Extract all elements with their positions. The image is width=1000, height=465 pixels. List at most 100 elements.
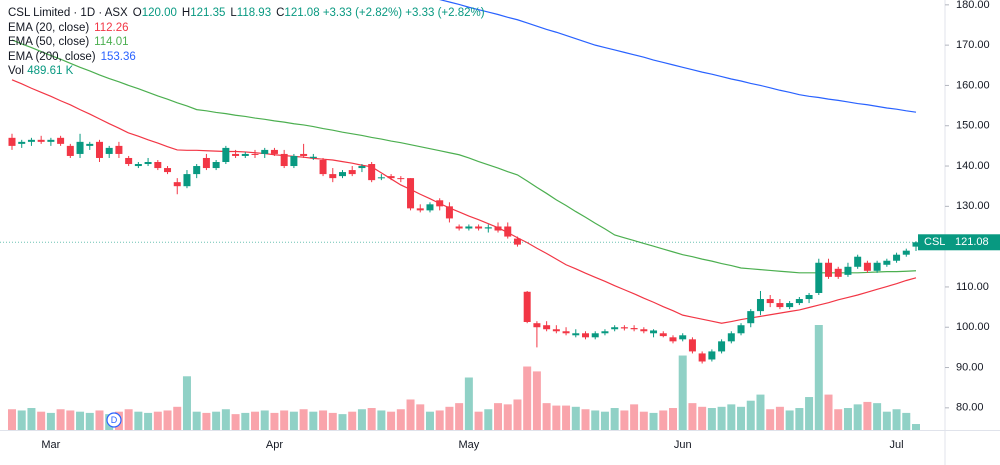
x-tick-label: Mar bbox=[41, 439, 60, 451]
ohlc-value: 120.00 bbox=[141, 7, 177, 19]
y-tick-label: 80.00 bbox=[956, 402, 984, 414]
y-tick-label: 130.00 bbox=[956, 200, 990, 212]
candle-layer bbox=[8, 133, 920, 364]
ema-line bbox=[439, 0, 917, 113]
volume-bar bbox=[552, 405, 561, 430]
candle-body bbox=[329, 174, 337, 179]
volume-bar bbox=[319, 410, 328, 430]
candle-body bbox=[484, 227, 492, 229]
y-tick-label: 180.00 bbox=[956, 0, 990, 11]
candle-body bbox=[348, 170, 356, 175]
volume-bar bbox=[824, 394, 833, 430]
volume-bar bbox=[882, 411, 891, 430]
volume-bar bbox=[17, 410, 26, 430]
candle-body bbox=[47, 139, 55, 142]
candle-body bbox=[688, 339, 696, 352]
volume-bar bbox=[367, 408, 376, 430]
volume-bar bbox=[756, 394, 765, 430]
candle-body bbox=[650, 330, 658, 334]
candle-body bbox=[154, 162, 162, 169]
svg-text:D: D bbox=[111, 415, 118, 425]
candle-body bbox=[727, 333, 735, 342]
candle-body bbox=[504, 226, 512, 237]
candle-body bbox=[261, 149, 269, 154]
volume-bar bbox=[737, 406, 746, 430]
candle-body bbox=[270, 149, 278, 154]
ema-name: EMA (200, close) bbox=[8, 50, 96, 63]
volume-bar bbox=[707, 408, 716, 430]
volume-bar bbox=[591, 410, 600, 430]
price-tag-value: 121.08 bbox=[955, 236, 989, 248]
volume-bar bbox=[766, 409, 775, 430]
volume-bar bbox=[348, 411, 357, 430]
candle-body bbox=[164, 168, 172, 173]
price-tag-symbol: CSL bbox=[924, 236, 945, 248]
volume-bar bbox=[144, 412, 153, 430]
ema-line bbox=[11, 79, 917, 324]
candle-body bbox=[212, 162, 220, 169]
ohlc-value: 121.08 bbox=[284, 7, 320, 19]
candle-body bbox=[601, 331, 609, 334]
volume-bar bbox=[387, 411, 396, 430]
candle-body bbox=[202, 157, 210, 169]
volume-bar bbox=[27, 408, 36, 430]
candle-body bbox=[825, 262, 833, 277]
volume-bar bbox=[416, 404, 425, 430]
candle-body bbox=[552, 329, 560, 332]
volume-bar bbox=[785, 410, 794, 430]
candle-body bbox=[513, 238, 521, 245]
candle-body bbox=[883, 260, 891, 265]
volume-bar bbox=[532, 371, 541, 430]
candle-body bbox=[397, 178, 405, 180]
volume-bar bbox=[678, 355, 687, 430]
ema-layer bbox=[0, 0, 945, 324]
volume-bar bbox=[659, 410, 668, 430]
candle-body bbox=[630, 328, 638, 330]
x-tick-label: Jun bbox=[674, 439, 692, 451]
volume-bar bbox=[902, 412, 911, 430]
candle-body bbox=[436, 200, 444, 207]
symbol: CSL Limited · 1D · ASX bbox=[8, 7, 128, 19]
candle-body bbox=[465, 226, 473, 229]
candle-body bbox=[659, 333, 667, 337]
volume-layer bbox=[8, 325, 920, 430]
volume-bar bbox=[76, 411, 85, 430]
candle-body bbox=[640, 329, 648, 332]
volume-bar bbox=[746, 400, 755, 430]
volume-bar bbox=[309, 411, 318, 430]
ohlc-key: L bbox=[230, 7, 237, 19]
candle-body bbox=[620, 327, 628, 329]
ema-legend-row: EMA (50, close) 114.01 bbox=[8, 35, 485, 50]
candle-body bbox=[572, 333, 580, 336]
candle-body bbox=[766, 299, 774, 304]
volume-bar bbox=[873, 403, 882, 430]
candle-body bbox=[475, 226, 483, 229]
ohlc-value: 121.35 bbox=[190, 7, 226, 19]
volume-bar bbox=[639, 411, 648, 430]
candle-body bbox=[18, 141, 26, 144]
candle-body bbox=[669, 337, 677, 342]
ohlc-key: O bbox=[132, 7, 142, 19]
volume-bar bbox=[630, 404, 639, 430]
candle-body bbox=[815, 262, 823, 293]
volume-bar bbox=[396, 409, 405, 430]
candle-body bbox=[834, 268, 842, 277]
volume-bar bbox=[795, 408, 804, 430]
volume-bar bbox=[571, 406, 580, 430]
candle-body bbox=[125, 157, 133, 165]
candle-body bbox=[805, 294, 813, 300]
candle-body bbox=[193, 166, 201, 175]
candle-body bbox=[543, 325, 551, 330]
candle-body bbox=[679, 335, 687, 340]
volume-bar bbox=[610, 408, 619, 430]
volume-bar bbox=[513, 399, 522, 430]
candle-body bbox=[387, 176, 395, 179]
candle-body bbox=[27, 139, 35, 142]
volume-bar bbox=[212, 411, 221, 430]
volume-bar bbox=[182, 376, 191, 430]
candle-body bbox=[222, 147, 230, 163]
volume-bar bbox=[853, 404, 862, 430]
candle-body bbox=[708, 351, 716, 360]
candle-body bbox=[105, 147, 113, 154]
candle-body bbox=[416, 208, 424, 211]
